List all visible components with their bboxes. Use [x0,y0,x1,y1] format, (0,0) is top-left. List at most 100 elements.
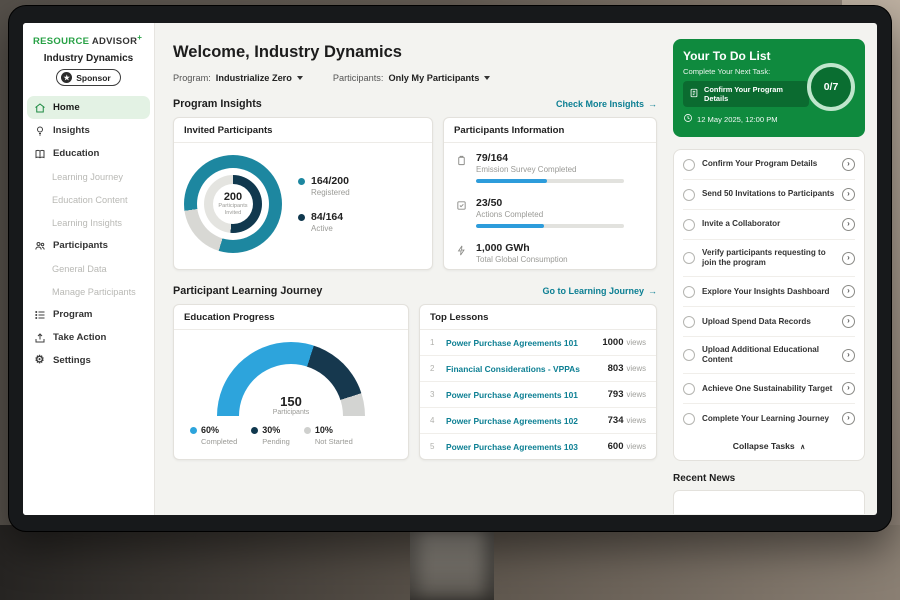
chevron-up-icon: ∧ [800,444,806,452]
checkbox-icon[interactable] [683,188,695,201]
logo-secondary: ADVISOR [91,36,138,48]
sponsor-badge-label: Sponsor [76,72,111,83]
legend-label: Active [311,224,333,233]
sponsor-badge[interactable]: ★ Sponsor [56,69,121,87]
task-row[interactable]: Verify participants requesting to join t… [683,240,855,278]
progress-bar [476,224,624,228]
card-title: Invited Participants [174,118,432,143]
insights-cards-row: Invited Participants 200 Participants In… [173,117,657,270]
checkbox-icon[interactable] [683,285,695,298]
lesson-link[interactable]: Power Purchase Agreements 101 [446,389,578,400]
sidebar-item-take-action[interactable]: Take Action [23,326,154,349]
chevron-right-icon[interactable]: › [842,251,855,265]
chevron-right-icon[interactable]: › [842,382,855,396]
collapse-tasks-button[interactable]: Collapse Tasks ∧ [683,433,855,460]
task-row[interactable]: Invite a Collaborator › [683,210,855,240]
chevron-right-icon[interactable]: › [842,188,855,201]
task-label: Send 50 Invitations to Participants [702,189,835,199]
chevron-right-icon[interactable]: › [842,158,855,171]
program-filter[interactable]: Program: Industrialize Zero [173,73,303,83]
sidebar: RESOURCE ADVISOR+ Industry Dynamics ★ Sp… [23,23,155,515]
sidebar-item-participants[interactable]: Participants [23,234,154,257]
program-filter-value: Industrialize Zero [215,73,292,83]
lesson-views-value: 600 [607,441,624,452]
sidebar-item-label: Participants [53,240,108,252]
lesson-link[interactable]: Power Purchase Agreements 102 [446,415,578,426]
task-row[interactable]: Complete Your Learning Journey › [683,404,855,433]
checkbox-icon[interactable] [683,252,695,265]
participants-filter[interactable]: Participants: Only My Participants [332,73,491,83]
gauge-center-label: Participants [272,409,310,416]
checkbox-icon[interactable] [683,218,695,231]
stat-emission-survey: 79/164 Emission Survey Completed [444,143,656,188]
right-panel: Your To Do List Complete Your Next Task:… [673,23,865,515]
section-title: Participant Learning Journey [173,285,323,297]
chevron-down-icon [484,76,491,80]
lesson-rank: 2 [430,364,435,373]
task-row[interactable]: Achieve One Sustainability Target › [683,374,855,405]
sidebar-item-learning-insights[interactable]: Learning Insights [23,211,154,234]
task-row[interactable]: Send 50 Invitations to Participants › [683,180,855,210]
todo-list-card: Your To Do List Complete Your Next Task:… [673,39,865,137]
legend-value: 84/164 [311,211,344,223]
lesson-views-unit: views [626,416,647,425]
progress-bar-fill [476,179,548,183]
sidebar-item-education[interactable]: Education [23,142,154,165]
lesson-link[interactable]: Financial Considerations - VPPAs [446,363,580,374]
task-row[interactable]: Upload Spend Data Records › [683,307,855,338]
checkbox-icon[interactable] [683,412,695,425]
todo-subtitle: Complete Your Next Task: [683,67,771,76]
app-logo: RESOURCE ADVISOR+ [23,23,154,49]
participants-filter-label: Participants: [332,73,384,83]
legend-dot [190,426,197,434]
checkbox-icon[interactable] [683,349,695,362]
section-title: Program Insights [173,98,262,110]
checkbox-icon[interactable] [683,158,695,171]
chevron-right-icon[interactable]: › [842,218,855,231]
go-to-learning-journey-link[interactable]: Go to Learning Journey → [542,286,657,296]
stat-label: Actions Completed [476,210,544,219]
chevron-right-icon[interactable]: › [842,348,855,362]
sidebar-item-manage-participants[interactable]: Manage Participants [23,280,154,303]
recent-news-card [673,490,865,515]
sidebar-item-home[interactable]: Home [27,96,150,120]
task-label: Invite a Collaborator [702,219,781,229]
legend-label: Completed [201,437,238,446]
logo-plus: + [137,33,143,42]
sidebar-item-general-data[interactable]: General Data [23,257,154,280]
checkbox-icon[interactable] [683,382,695,395]
sidebar-item-label: Home [53,102,80,114]
checkbox-icon[interactable] [683,315,695,328]
link-label: Check More Insights [555,99,644,109]
task-row[interactable]: Explore Your Insights Dashboard › [683,277,855,308]
task-row[interactable]: Upload Additional Educational Content › [683,337,855,375]
check-more-insights-link[interactable]: Check More Insights → [556,99,657,109]
legend-value: 10% [314,425,333,435]
gear-icon: ⚙ [34,354,45,367]
todo-next-task-chip[interactable]: Confirm Your Program Details [683,81,809,107]
lesson-rank: 1 [430,338,435,347]
legend-item-completed: 60% Completed [190,425,237,446]
lesson-link[interactable]: Power Purchase Agreements 103 [446,441,578,452]
sidebar-item-program[interactable]: Program [23,303,154,326]
sidebar-item-learning-journey[interactable]: Learning Journey [23,165,154,188]
task-row[interactable]: Confirm Your Program Details › [683,150,855,180]
sidebar-item-insights[interactable]: Insights [23,119,154,142]
participants-filter-value: Only My Participants [388,73,480,83]
todo-title: Your To Do List [683,49,771,63]
document-icon [689,88,699,100]
sidebar-item-settings[interactable]: ⚙ Settings [23,349,154,372]
lesson-link[interactable]: Power Purchase Agreements 101 [446,337,578,348]
sidebar-item-education-content[interactable]: Education Content [23,188,154,211]
sidebar-item-label: Take Action [53,332,107,344]
todo-due-date: 12 May 2025, 12:00 PM [683,113,855,125]
stat-label: Total Global Consumption [476,255,568,264]
people-icon [33,239,46,252]
chevron-right-icon[interactable]: › [842,412,855,426]
legend-label: Pending [262,437,290,446]
chevron-right-icon[interactable]: › [842,285,855,299]
lesson-views-value: 793 [607,389,624,400]
lesson-row: 4 Power Purchase Agreements 102 734 views [420,408,656,434]
chevron-right-icon[interactable]: › [842,315,855,329]
task-label: Explore Your Insights Dashboard [702,286,830,296]
